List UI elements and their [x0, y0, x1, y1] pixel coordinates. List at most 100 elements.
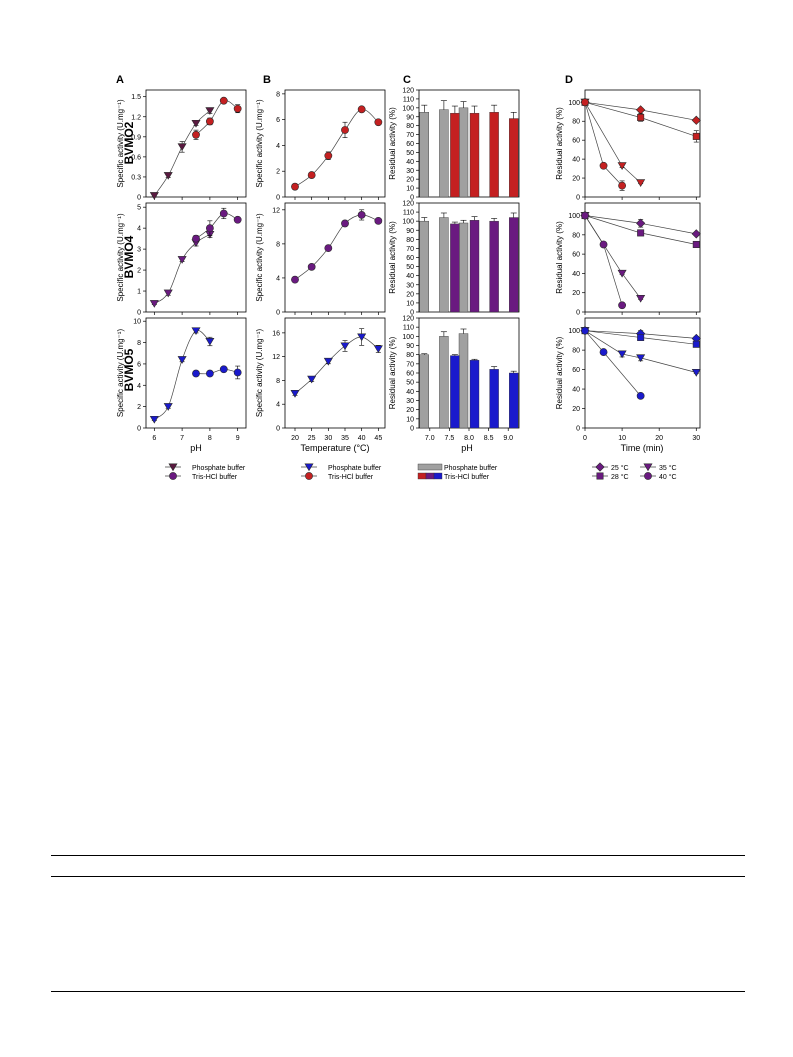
y-tick-label: 110: [403, 325, 414, 332]
plot-frame: [584, 317, 701, 429]
y-tick-label: 40: [406, 159, 414, 166]
bar: [439, 217, 449, 313]
y-tick-label: 60: [572, 252, 580, 259]
bar: [458, 107, 469, 198]
legend-c-phosphate-swatch: [417, 463, 443, 471]
y-tick-label: 0: [410, 195, 414, 202]
y-tick-label: 0: [576, 310, 580, 317]
series-line: [294, 108, 379, 187]
bar: [509, 217, 519, 313]
marker-circle: [192, 234, 200, 243]
marker-tri: [290, 390, 300, 398]
legend-d-25-label: 25 °C: [611, 464, 629, 472]
bar: [469, 359, 480, 429]
y-tick-label: 50: [406, 380, 414, 387]
y-tick-label: 110: [403, 96, 414, 103]
x-tick-label: 10: [618, 435, 626, 442]
marker-circle: [341, 126, 349, 134]
marker-circle: [307, 171, 316, 179]
marker-circle: [357, 105, 366, 114]
y-tick-label: 80: [572, 348, 580, 355]
legend-b-tris-symbol: [305, 472, 313, 480]
legend-d-28-label: 28 °C: [611, 473, 629, 481]
marker-circle: [599, 161, 608, 170]
chart-d2: 0 20 40 60 80 100 Residual activity (%): [555, 202, 701, 317]
marker-circle: [636, 391, 645, 400]
legend-b-tris-label: Tris-HCl buffer: [328, 474, 374, 481]
row-label-bvmo5: BVMO5: [122, 348, 136, 391]
y-tick-label: 0: [410, 310, 414, 317]
panel-letter-d: D: [565, 74, 573, 86]
y-tick-label: 0: [576, 426, 580, 433]
y-tick-label: 20: [572, 290, 580, 297]
y-tick-label: 0: [137, 310, 141, 317]
y-tick-label: 100: [402, 105, 414, 112]
marker-circle: [324, 244, 333, 253]
y-tick-label: 5: [137, 205, 141, 212]
y-tick-label: 10: [406, 416, 414, 423]
plot-frame: [284, 317, 386, 429]
series-line: [154, 329, 211, 420]
marker-circle: [205, 117, 214, 126]
marker-circle: [357, 211, 366, 219]
plot-frame: [418, 317, 520, 429]
y-tick-label: 6: [137, 361, 141, 368]
chart-c3: 0 10 20 30 40 50 60 70 80 90 100 110 120 Residual act…: [388, 316, 520, 442]
plot-frame: [584, 202, 701, 313]
y-tick-label: 60: [406, 141, 414, 148]
x-tick-label: 30: [324, 435, 332, 442]
marker-circle: [599, 240, 608, 249]
y-tick-label: 100: [402, 334, 414, 341]
marker-tri: [205, 337, 215, 346]
marker-tri: [163, 172, 173, 180]
y-tick-label: 60: [572, 367, 580, 374]
marker-circle: [581, 98, 589, 107]
y-tick-label: 70: [406, 132, 414, 139]
marker-square: [637, 229, 645, 237]
x-tick-label: 8.0: [464, 435, 474, 442]
bar: [419, 112, 429, 198]
y-axis-title: Residual activity (%): [555, 336, 564, 409]
y-axis-title: Specific activity (U.mg⁻¹): [255, 99, 264, 188]
legend-d-35-symbol: [643, 463, 653, 472]
y-tick-label: 3: [137, 247, 141, 254]
series-line: [195, 368, 238, 375]
series-line: [294, 214, 379, 280]
row-label-bvmo4: BVMO4: [122, 235, 136, 278]
x-tick-label: 25: [308, 435, 316, 442]
series-line: [584, 102, 623, 186]
marker-circle: [618, 301, 626, 310]
x-tick-label: 35: [341, 435, 349, 442]
y-tick-label: 30: [406, 398, 414, 405]
marker-tri: [636, 179, 646, 187]
legend-a-tris-symbol: [169, 472, 177, 480]
y-tick-label: 0.6: [131, 154, 141, 161]
marker-circle: [618, 181, 626, 190]
y-tick-label: 100: [568, 328, 580, 335]
marker-tri: [357, 333, 367, 342]
x-tick-label: 20: [291, 435, 299, 442]
bar: [489, 369, 499, 429]
chart-b3: 0 4 8 12 16 Specific activity (U.mg⁻¹) 20 25 30 3…: [255, 317, 386, 442]
bar: [450, 223, 460, 313]
y-tick-label: 8: [137, 340, 141, 347]
marker-circle: [192, 130, 200, 139]
y-tick-label: 20: [572, 176, 580, 183]
marker-diamond: [636, 218, 646, 228]
x-tick-label: 6: [152, 435, 156, 442]
y-tick-label: 10: [406, 300, 414, 307]
xlabel-a: pH: [190, 443, 202, 453]
legend-c-phosphate-label: Phosphate buffer: [444, 465, 498, 472]
y-tick-label: 40: [572, 157, 580, 164]
marker-circle: [192, 369, 200, 378]
marker-square: [692, 240, 700, 248]
rule-top: [51, 855, 745, 856]
y-tick-label: 120: [402, 201, 414, 208]
y-tick-label: 4: [276, 402, 280, 409]
marker-tri: [191, 119, 201, 128]
bar: [450, 355, 460, 429]
y-tick-label: 6: [276, 117, 280, 124]
marker-tri: [636, 354, 646, 363]
bar: [469, 112, 480, 198]
marker-tri: [617, 162, 627, 170]
